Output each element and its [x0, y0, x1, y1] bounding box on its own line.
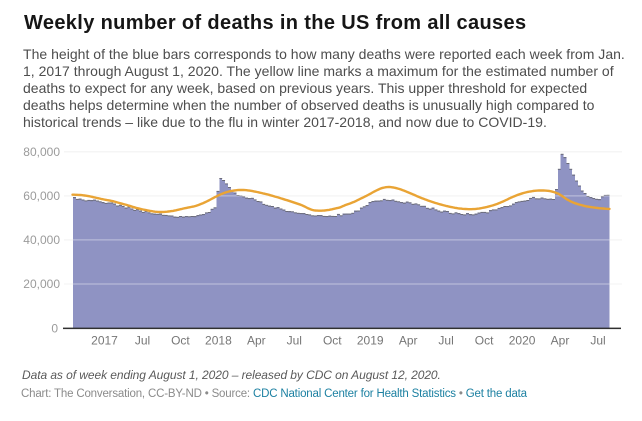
svg-text:0: 0 [51, 322, 58, 336]
svg-text:2018: 2018 [205, 334, 232, 348]
svg-text:2020: 2020 [509, 334, 536, 348]
svg-text:40,000: 40,000 [23, 233, 60, 247]
svg-text:20,000: 20,000 [23, 277, 60, 291]
svg-text:60,000: 60,000 [23, 189, 60, 203]
svg-text:Oct: Oct [323, 334, 342, 348]
svg-text:Oct: Oct [475, 334, 494, 348]
svg-text:Apr: Apr [247, 334, 266, 348]
svg-text:Apr: Apr [551, 334, 570, 348]
svg-text:Oct: Oct [171, 334, 190, 348]
svg-text:Jul: Jul [135, 334, 150, 348]
svg-text:Jul: Jul [287, 334, 302, 348]
svg-text:Apr: Apr [399, 334, 418, 348]
svg-text:Jul: Jul [590, 334, 605, 348]
svg-text:2017: 2017 [91, 334, 118, 348]
svg-text:80,000: 80,000 [23, 145, 60, 159]
svg-text:Jul: Jul [438, 334, 453, 348]
svg-text:2019: 2019 [357, 334, 384, 348]
